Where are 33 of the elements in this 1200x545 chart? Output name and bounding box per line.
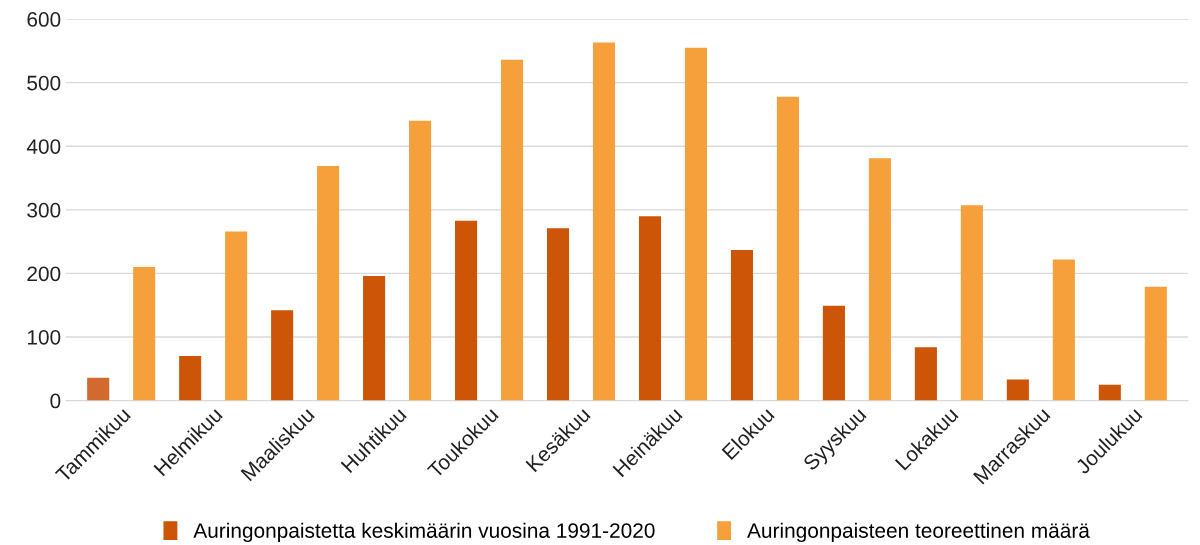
legend-label: Auringonpaistetta keskimäärin vuosina 1991-2020 bbox=[193, 522, 655, 543]
bar bbox=[133, 267, 156, 401]
y-tick-label: 0 bbox=[50, 393, 61, 409]
bar bbox=[409, 120, 432, 401]
y-tick-label: 200 bbox=[27, 266, 61, 282]
bar bbox=[317, 165, 340, 401]
bar bbox=[1144, 286, 1167, 401]
bar bbox=[1006, 379, 1029, 401]
y-tick-label: 500 bbox=[27, 75, 61, 91]
bar bbox=[225, 231, 248, 401]
bar bbox=[822, 305, 845, 401]
y-tick-label: 400 bbox=[26, 139, 61, 154]
bar bbox=[363, 275, 386, 401]
bar bbox=[455, 220, 478, 401]
bar bbox=[960, 205, 983, 401]
bar bbox=[684, 47, 708, 401]
bar bbox=[1052, 259, 1075, 401]
bar bbox=[87, 377, 110, 401]
bar bbox=[730, 249, 753, 401]
legend-label: Auringonpaisteen teoreettinen määrä bbox=[747, 522, 1090, 543]
bar bbox=[638, 216, 662, 401]
bar bbox=[776, 96, 799, 401]
bar bbox=[546, 228, 570, 401]
bar bbox=[271, 310, 294, 401]
y-tick-label: 300 bbox=[27, 202, 61, 218]
bar bbox=[868, 158, 891, 401]
y-tick-label: 600 bbox=[27, 12, 61, 27]
bar bbox=[592, 42, 616, 401]
bar bbox=[179, 356, 202, 401]
bar bbox=[1098, 384, 1121, 401]
y-tick-label: 100 bbox=[27, 329, 61, 345]
bar bbox=[914, 347, 937, 401]
bar bbox=[501, 59, 524, 401]
